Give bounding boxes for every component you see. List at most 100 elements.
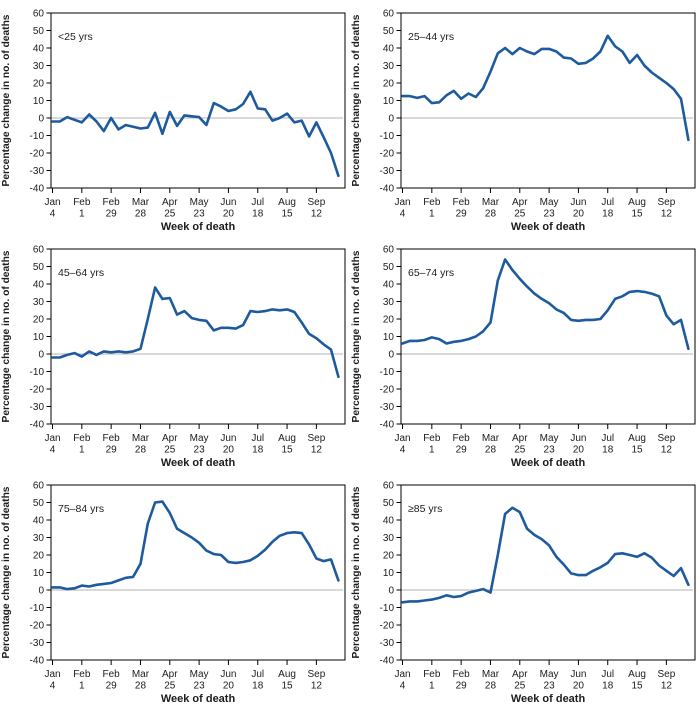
y-tick-label: 60 xyxy=(33,481,45,492)
x-tick-label-day: 29 xyxy=(106,445,118,456)
x-tick-label-day: 23 xyxy=(194,445,206,456)
age-group-label: 65–74 yrs xyxy=(408,267,454,279)
x-tick-label-day: 28 xyxy=(135,209,147,220)
y-tick-label: -10 xyxy=(380,131,395,142)
x-tick-label-day: 1 xyxy=(429,209,435,220)
x-tick-label-month: Apr xyxy=(162,197,178,208)
x-tick-label-month: Jan xyxy=(44,197,60,208)
x-tick-label-month: Sep xyxy=(657,669,675,680)
age-group-label: 25–44 yrs xyxy=(408,31,454,43)
x-tick-label-day: 4 xyxy=(400,209,406,220)
x-tick-label-month: Sep xyxy=(307,197,325,208)
y-axis-title: Percentage change in no. of deaths xyxy=(350,486,362,658)
x-tick-label-day: 15 xyxy=(281,209,293,220)
y-tick-label: 10 xyxy=(383,96,395,107)
x-tick-label-day: 18 xyxy=(602,445,614,456)
y-tick-label: 40 xyxy=(383,516,395,527)
x-tick-label-month: Jun xyxy=(570,197,586,208)
x-tick-label-month: Apr xyxy=(512,669,528,680)
x-axis-title: Week of death xyxy=(161,457,236,469)
x-tick-label-day: 15 xyxy=(631,209,643,220)
age-group-label: 75–84 yrs xyxy=(58,503,104,515)
y-tick-label: 10 xyxy=(383,332,395,343)
x-tick-label-month: Apr xyxy=(162,433,178,444)
data-line xyxy=(401,34,690,142)
x-tick-label-day: 1 xyxy=(429,445,435,456)
y-axis-title: Percentage change in no. of deaths xyxy=(350,14,362,186)
y-tick-label: -10 xyxy=(30,603,45,614)
x-tick-label-month: May xyxy=(540,197,559,208)
x-tick-label-month: Jul xyxy=(601,197,614,208)
age-group-label: 45–64 yrs xyxy=(58,267,104,279)
x-axis-title: Week of death xyxy=(161,221,236,233)
x-tick-label-day: 4 xyxy=(50,445,56,456)
x-tick-label-day: 29 xyxy=(456,209,468,220)
x-tick-label-month: Jan xyxy=(44,433,60,444)
y-tick-label: -30 xyxy=(380,638,395,649)
x-tick-label-day: 20 xyxy=(223,681,235,692)
plot-border xyxy=(400,484,696,661)
x-tick-label-month: Mar xyxy=(482,433,500,444)
x-tick-label-month: Aug xyxy=(628,433,646,444)
x-tick-label-day: 18 xyxy=(602,209,614,220)
y-tick-label: 0 xyxy=(388,586,394,597)
x-tick-label-month: Feb xyxy=(103,433,121,444)
y-tick-label: 50 xyxy=(33,498,45,509)
x-tick-label-month: Mar xyxy=(482,197,500,208)
x-tick-label-day: 23 xyxy=(544,445,556,456)
x-tick-label-month: Feb xyxy=(73,433,91,444)
y-axis-title: Percentage change in no. of deaths xyxy=(350,250,362,422)
panel-65-74-yrs: 6050403020100-10-20-30-40Jan4Feb1Feb29Ma… xyxy=(350,245,696,469)
y-tick-label: -20 xyxy=(30,621,45,632)
x-tick-label-day: 23 xyxy=(194,209,206,220)
x-tick-label-month: May xyxy=(190,669,209,680)
x-tick-label-month: Jan xyxy=(394,197,410,208)
x-tick-label-day: 12 xyxy=(661,681,673,692)
x-tick-label-month: Jul xyxy=(601,669,614,680)
x-tick-label-month: Apr xyxy=(162,669,178,680)
x-tick-label-day: 25 xyxy=(164,445,176,456)
data-line xyxy=(51,500,340,591)
x-tick-label-day: 18 xyxy=(602,681,614,692)
x-tick-label-month: Feb xyxy=(453,669,471,680)
x-tick-label-day: 4 xyxy=(400,445,406,456)
y-tick-label: 20 xyxy=(383,551,395,562)
y-tick-label: 20 xyxy=(383,79,395,90)
y-tick-label: 60 xyxy=(33,9,45,20)
y-tick-label: 40 xyxy=(33,44,45,55)
x-tick-label-month: May xyxy=(190,197,209,208)
x-tick-label-month: Jun xyxy=(570,669,586,680)
data-line xyxy=(51,90,340,178)
x-tick-label-month: Feb xyxy=(453,197,471,208)
x-tick-label-month: Jul xyxy=(251,669,264,680)
x-tick-label-month: Mar xyxy=(132,433,150,444)
y-tick-label: -40 xyxy=(380,656,395,667)
x-tick-label-day: 12 xyxy=(311,681,323,692)
y-tick-label: 30 xyxy=(383,533,395,544)
panel-45-64-yrs: 6050403020100-10-20-30-40Jan4Feb1Feb29Ma… xyxy=(0,245,346,469)
y-tick-label: 60 xyxy=(383,9,395,20)
y-tick-label: 30 xyxy=(383,297,395,308)
y-tick-label: -40 xyxy=(30,184,45,195)
x-tick-label-month: Jan xyxy=(394,433,410,444)
y-tick-label: 50 xyxy=(383,26,395,37)
x-tick-label-day: 28 xyxy=(135,445,147,456)
x-tick-label-month: Feb xyxy=(73,669,91,680)
y-tick-label: 40 xyxy=(383,280,395,291)
y-tick-label: 10 xyxy=(33,332,45,343)
y-tick-label: -10 xyxy=(380,367,395,378)
x-tick-label-day: 18 xyxy=(252,209,264,220)
x-tick-label-month: Jul xyxy=(251,433,264,444)
age-group-label: ≥85 yrs xyxy=(408,503,442,515)
y-tick-label: 10 xyxy=(33,568,45,579)
y-tick-label: 20 xyxy=(33,315,45,326)
y-tick-label: 50 xyxy=(383,262,395,273)
plot-border xyxy=(50,12,346,189)
x-tick-label-day: 20 xyxy=(223,445,235,456)
x-tick-label-day: 12 xyxy=(311,445,323,456)
x-tick-label-month: Feb xyxy=(103,669,121,680)
y-tick-label: -40 xyxy=(30,656,45,667)
x-tick-label-day: 15 xyxy=(631,681,643,692)
x-tick-label-month: Apr xyxy=(512,433,528,444)
